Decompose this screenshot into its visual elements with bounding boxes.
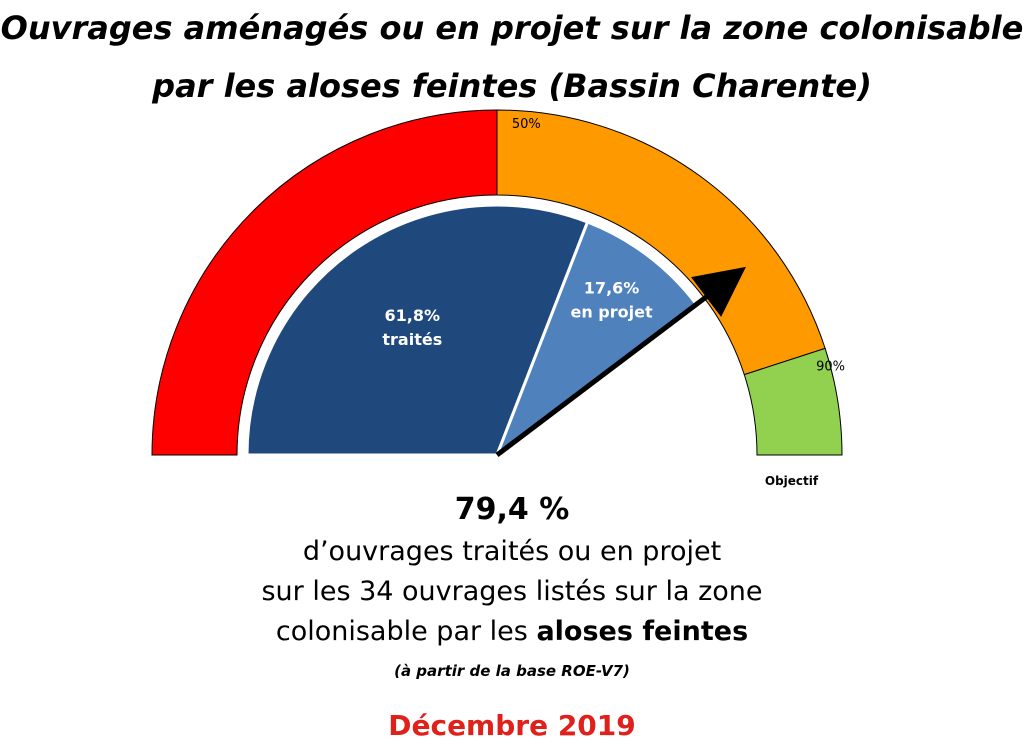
gauge-band-label-1: 50% bbox=[512, 117, 541, 132]
summary-line-3-prefix: colonisable par les bbox=[275, 616, 537, 647]
gauge-band-0 bbox=[151, 109, 498, 456]
gauge-segment-text-1: en projet bbox=[570, 302, 652, 321]
gauge-chart: 50% 90% Objectif 61,8% traités 17,6% en projet bbox=[151, 109, 845, 488]
summary-line-3: colonisable par les aloses feintes bbox=[0, 612, 1024, 652]
report-date: Décembre 2019 bbox=[388, 709, 636, 742]
summary-line-3-bold: aloses feintes bbox=[536, 616, 749, 647]
summary-value: 79,4 % bbox=[454, 492, 570, 527]
summary-line-2: sur les 34 ouvrages listés sur la zone bbox=[261, 576, 763, 607]
gauge-objective-label: Objectif bbox=[765, 474, 819, 488]
chart-title-line-2: par les aloses feintes (Bassin Charente) bbox=[152, 67, 872, 105]
gauge-segment-0 bbox=[245, 203, 590, 457]
gauge-labels: 50% 90% Objectif 61,8% traités 17,6% en projet bbox=[382, 117, 845, 488]
gauge-band-2 bbox=[743, 347, 843, 456]
source-note: (à partir de la base ROE-V7) bbox=[394, 662, 630, 680]
summary-line-1: d’ouvrages traités ou en projet bbox=[302, 536, 722, 567]
gauge-needle-layer bbox=[495, 266, 746, 457]
gauge-segment-value-1: 17,6% bbox=[584, 278, 640, 297]
gauge-band-label-2: 90% bbox=[816, 359, 845, 374]
gauge-segments bbox=[245, 203, 699, 460]
gauge-needle bbox=[495, 266, 746, 457]
gauge-segment-text-0: traités bbox=[382, 330, 442, 349]
gauge-segment-value-0: 61,8% bbox=[385, 306, 441, 325]
chart-title-line-1: Ouvrages aménagés ou en projet sur la zo… bbox=[0, 9, 1024, 47]
